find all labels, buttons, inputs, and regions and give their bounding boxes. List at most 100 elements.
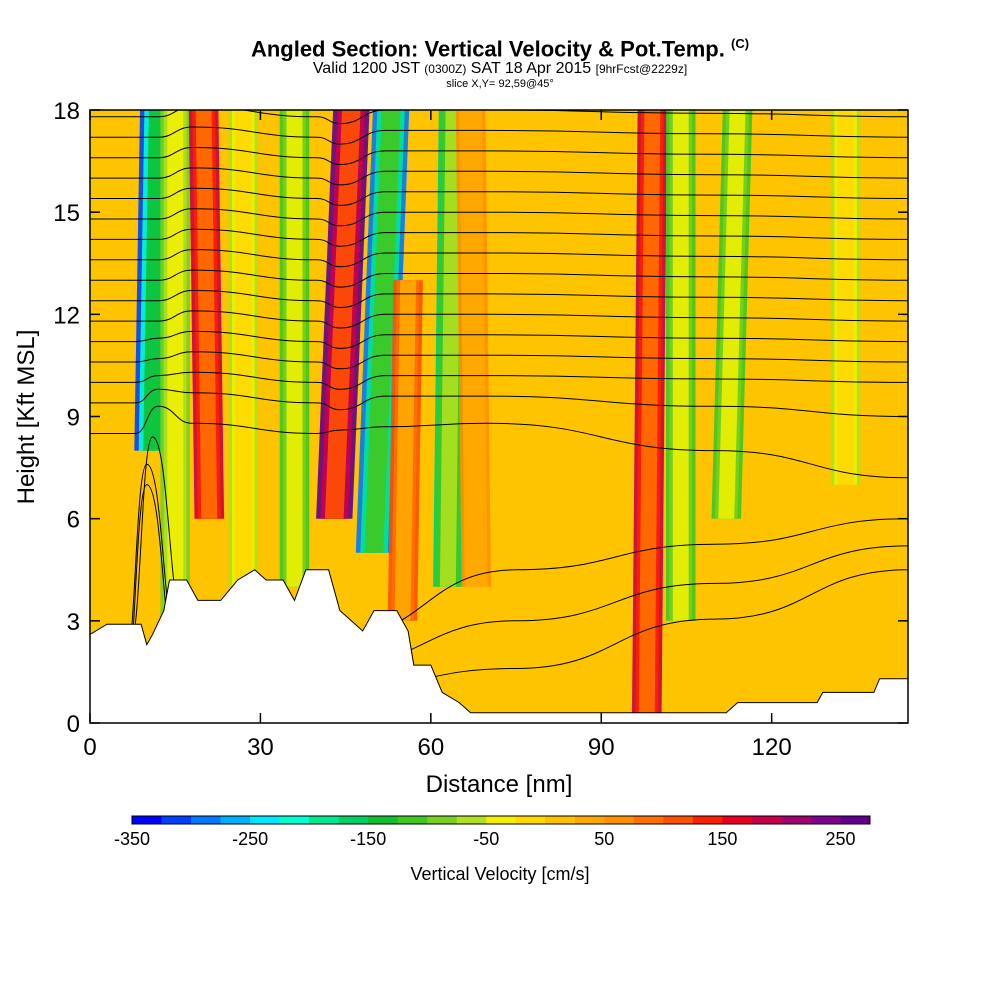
pot-temp-contour-12 — [90, 249, 908, 268]
colorbar-swatch — [309, 816, 340, 824]
velocity-band-10 — [455, 110, 491, 587]
velocity-band-7 — [355, 110, 410, 553]
velocity-band-5-level-3 — [286, 110, 303, 587]
velocity-field — [134, 110, 861, 723]
colorbar-swatch — [191, 816, 221, 824]
pot-temp-contour-19 — [90, 110, 908, 125]
colorbar-swatch — [250, 816, 280, 824]
pot-temp-contour-8 — [90, 330, 908, 349]
y-tick-label: 6 — [67, 507, 80, 534]
velocity-band-12 — [666, 110, 696, 621]
x-tick-label: 120 — [752, 734, 792, 761]
pot-temp-contour-18 — [90, 126, 908, 145]
velocity-band-6-level-3 — [324, 110, 361, 519]
valid-forecast: [9hrFcst@2229z] — [595, 62, 688, 76]
pot-temp-contour-9 — [90, 310, 908, 329]
velocity-band-8 — [387, 280, 423, 621]
x-tick-label: 60 — [417, 734, 444, 761]
pot-temp-contour-6 — [90, 371, 908, 390]
velocity-band-5 — [279, 110, 310, 587]
colorbar-swatch — [840, 816, 871, 824]
velocity-band-8-level-3 — [394, 280, 417, 621]
pot-temp-contour-15 — [90, 187, 908, 206]
pot-temp-contour-4 — [90, 405, 908, 479]
velocity-band-9-level-3 — [439, 110, 462, 587]
colorbar-swatch — [456, 816, 487, 824]
pot-temp-contour-17 — [90, 146, 908, 166]
pot-temp-contour-10 — [90, 289, 908, 309]
chart-title: Angled Section: Vertical Velocity & Pot.… — [0, 36, 1000, 62]
colorbar-swatch — [781, 816, 812, 824]
colorbar-swatch — [604, 816, 635, 824]
velocity-band-11-level-3 — [638, 110, 661, 723]
colorbar-swatch — [161, 816, 192, 824]
terrain — [90, 569, 908, 723]
chart-title-main: Angled Section: Vertical Velocity & Pot.… — [250, 36, 725, 62]
valid-date: SAT 18 Apr 2015 — [470, 60, 592, 77]
velocity-band-2 — [160, 110, 190, 621]
colorbar-frame — [131, 815, 871, 825]
velocity-band-6 — [316, 110, 370, 519]
x-tick-label: 30 — [247, 734, 274, 761]
x-axis-label: Distance [nm] — [426, 771, 573, 798]
colorbar-swatch — [338, 816, 369, 824]
velocity-band-14-level-3 — [837, 110, 854, 485]
valid-utc: (0300Z) — [424, 62, 467, 76]
colorbar-swatch — [220, 816, 251, 824]
velocity-band-3-level-3 — [195, 110, 218, 519]
pot-temp-contour-14 — [90, 208, 908, 227]
colorbar-swatch — [663, 816, 694, 824]
valid-time-line: Valid 1200 JST (0300Z) SAT 18 Apr 2015 [… — [0, 60, 1000, 78]
velocity-band-4 — [228, 110, 259, 587]
colorbar-tick-label: 250 — [825, 829, 855, 849]
velocity-band-2-level-3 — [167, 110, 184, 621]
colorbar-swatch — [692, 816, 723, 824]
pot-temp-contour-13 — [90, 228, 908, 247]
slice-info: slice X,Y= 92,59@45° — [446, 78, 554, 90]
y-tick-label: 18 — [53, 98, 80, 125]
pot-temp-contour-11 — [90, 269, 908, 288]
velocity-band-3 — [188, 110, 225, 519]
colorbar-tick-label: 150 — [707, 829, 737, 849]
axes: 0 30 60 90 120 0 3 6 9 12 15 18 — [53, 98, 908, 761]
colorbar-label: Vertical Velocity [cm/s] — [410, 864, 589, 884]
y-tick-label: 0 — [67, 711, 80, 738]
colorbar-swatch — [574, 816, 605, 824]
x-tick-label: 90 — [588, 734, 615, 761]
x-tick-label: 0 — [83, 734, 96, 761]
y-tick-label: 15 — [53, 200, 80, 227]
colorbar-swatch — [427, 816, 458, 824]
colorbar-swatch — [515, 816, 546, 824]
y-tick-label: 3 — [67, 609, 80, 636]
y-axis-label: Height [Kft MSL] — [13, 330, 40, 505]
colorbar-swatch — [751, 816, 782, 824]
colorbar-tick-label: 50 — [594, 829, 614, 849]
velocity-band-10-level-3 — [462, 110, 485, 587]
terrain-mask — [90, 569, 908, 723]
velocity-band-12-level-3 — [672, 110, 689, 621]
colorbar: -350 -250 -150 -50 50 150 250 — [114, 815, 871, 849]
colorbar-tick-label: -50 — [473, 829, 499, 849]
colorbar-swatch — [633, 816, 664, 824]
valid-prefix: Valid 1200 JST — [312, 60, 420, 77]
colorbar-tick-label: -350 — [114, 829, 150, 849]
pot-temp-contour-5 — [90, 388, 908, 417]
plot-area — [90, 110, 908, 723]
pot-temp-contour-16 — [90, 167, 908, 186]
colorbar-swatch — [368, 816, 399, 824]
colorbar-swatch — [132, 816, 162, 824]
pot-temp-contour-7 — [90, 351, 908, 370]
colorbar-swatch — [279, 816, 310, 824]
velocity-band-13-level-3 — [718, 110, 746, 519]
colorbar-tick-label: -250 — [232, 829, 268, 849]
velocity-band-4-level-3 — [235, 110, 252, 587]
velocity-band-13 — [711, 110, 753, 519]
velocity-band-7-level-3 — [364, 110, 401, 553]
y-tick-label: 12 — [53, 302, 80, 329]
velocity-band-11 — [631, 110, 668, 723]
colorbar-swatch — [486, 816, 517, 824]
colorbar-swatch — [545, 816, 576, 824]
y-tick-label: 9 — [67, 405, 80, 432]
colorbar-tick-label: -150 — [350, 829, 386, 849]
